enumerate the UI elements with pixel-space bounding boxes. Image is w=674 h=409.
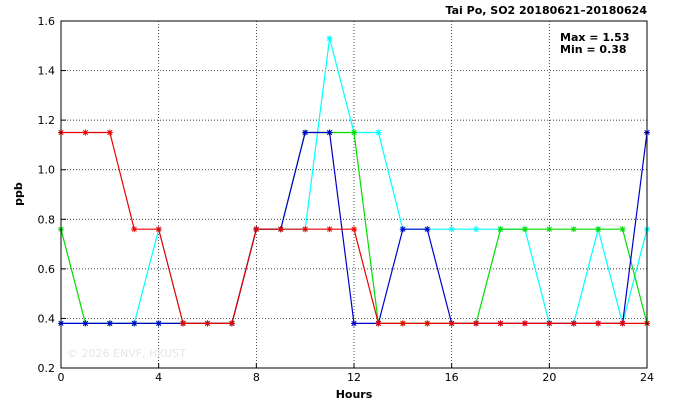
- data-point: [82, 320, 89, 327]
- data-point: [180, 320, 187, 327]
- data-point: [302, 129, 309, 136]
- data-point: [399, 226, 406, 233]
- x-tick-labels: 0 4 8 12 16 20 24: [58, 371, 655, 384]
- x-tick-label: 24: [640, 371, 654, 384]
- y-tick-label: 0.8: [38, 213, 56, 226]
- data-point: [106, 129, 113, 136]
- data-point: [326, 226, 333, 233]
- x-tick-label: 12: [347, 371, 361, 384]
- data-point: [155, 226, 162, 233]
- data-point: [473, 320, 480, 327]
- y-tick-label: 0.4: [38, 312, 56, 325]
- data-point: [497, 226, 504, 233]
- data-point: [570, 320, 577, 327]
- series-3: [58, 129, 650, 327]
- data-point: [570, 226, 577, 233]
- y-tick-label: 1.6: [38, 15, 56, 28]
- chart-title: Tai Po, SO2 20180621–20180624: [446, 4, 648, 17]
- data-point: [351, 320, 357, 327]
- y-tick-label: 1.2: [38, 114, 56, 127]
- data-point: [277, 226, 284, 233]
- x-tick-label: 16: [445, 371, 459, 384]
- data-point: [204, 320, 211, 327]
- x-tick-label: 0: [58, 371, 65, 384]
- data-point: [424, 226, 431, 233]
- data-point: [595, 320, 602, 327]
- max-stat: Max = 1.53: [560, 31, 629, 44]
- y-axis-label: ppb: [12, 182, 25, 206]
- x-axis-label: Hours: [336, 388, 373, 401]
- data-point: [448, 226, 455, 233]
- data-point: [351, 129, 357, 136]
- data-point: [106, 320, 113, 327]
- data-point: [326, 35, 333, 42]
- x-tick-label: 20: [542, 371, 556, 384]
- data-point: [155, 320, 162, 327]
- series-group: [58, 35, 650, 327]
- min-stat: Min = 0.38: [560, 43, 627, 56]
- data-point: [399, 320, 406, 327]
- data-point: [131, 320, 138, 327]
- data-point: [82, 129, 89, 136]
- data-point: [619, 226, 626, 233]
- data-point: [375, 129, 382, 136]
- grid-lines: [60, 20, 648, 369]
- data-point: [302, 226, 309, 233]
- y-tick-label: 0.6: [38, 263, 56, 276]
- x-tick-label: 8: [253, 371, 260, 384]
- data-point: [326, 129, 333, 136]
- y-tick-labels: 0.2 0.4 0.6 0.8 1.0 1.2 1.4 1.6: [38, 15, 56, 375]
- data-point: [619, 320, 626, 327]
- watermark: © 2026 ENVF, HKUST: [67, 347, 186, 360]
- data-point: [546, 320, 553, 327]
- data-point: [595, 226, 602, 233]
- data-point: [228, 320, 235, 327]
- data-point: [253, 226, 260, 233]
- data-point: [448, 320, 455, 327]
- plot-frame: [60, 20, 648, 369]
- data-point: [351, 226, 357, 233]
- y-tick-label: 0.2: [38, 362, 56, 375]
- data-point: [497, 320, 504, 327]
- y-tick-label: 1.4: [38, 65, 56, 78]
- data-point: [473, 226, 480, 233]
- data-point: [521, 226, 528, 233]
- data-point: [131, 226, 138, 233]
- data-point: [521, 320, 528, 327]
- data-point: [424, 320, 431, 327]
- y-tick-label: 1.0: [38, 164, 56, 177]
- x-tick-label: 4: [155, 371, 162, 384]
- data-point: [375, 320, 382, 327]
- data-point: [546, 226, 553, 233]
